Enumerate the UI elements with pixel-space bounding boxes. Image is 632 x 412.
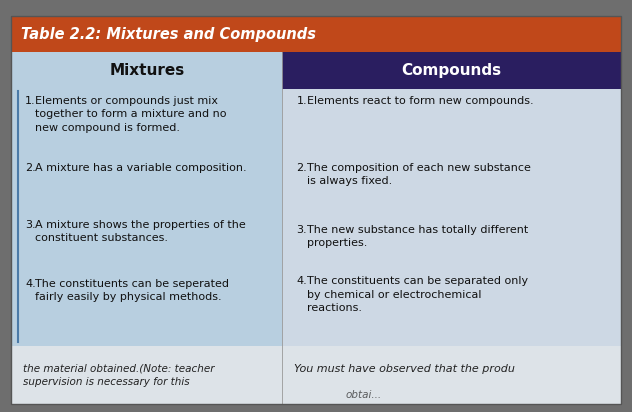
Text: Elements react to form new compounds.: Elements react to form new compounds. [307,96,533,106]
Text: Table 2.2: Mixtures and Compounds: Table 2.2: Mixtures and Compounds [21,27,316,42]
Text: The constituents can be separated only
by chemical or electrochemical
reactions.: The constituents can be separated only b… [307,276,528,313]
Bar [11,89,283,346]
Text: The composition of each new substance
is always fixed.: The composition of each new substance is… [307,163,530,186]
Text: 2.: 2. [296,163,307,173]
Bar [283,52,621,89]
Text: 4.: 4. [25,279,36,289]
Text: A mixture shows the properties of the
constituent substances.: A mixture shows the properties of the co… [35,220,246,243]
Text: Mixtures: Mixtures [109,63,185,78]
Text: 3.: 3. [25,220,36,230]
Text: 4.: 4. [296,276,307,286]
Bar [11,346,621,404]
Text: A mixture has a variable composition.: A mixture has a variable composition. [35,163,247,173]
Text: the material obtained.(Note: teacher
supervision is necessary for this: the material obtained.(Note: teacher sup… [23,363,214,387]
Text: You must have observed that the produ: You must have observed that the produ [294,364,514,375]
Text: The new substance has totally different
properties.: The new substance has totally different … [307,225,528,248]
Bar [283,89,621,346]
Text: Elements or compounds just mix
together to form a mixture and no
new compound is: Elements or compounds just mix together … [35,96,227,133]
Text: 3.: 3. [296,225,307,235]
Text: Compounds: Compounds [401,63,502,78]
Text: 1.: 1. [296,96,307,106]
Text: obtai...: obtai... [346,390,382,400]
Text: The constituents can be seperated
fairly easily by physical methods.: The constituents can be seperated fairly… [35,279,229,302]
Bar [11,52,283,89]
Bar [11,16,621,52]
Text: 2.: 2. [25,163,36,173]
Text: 1.: 1. [25,96,36,106]
